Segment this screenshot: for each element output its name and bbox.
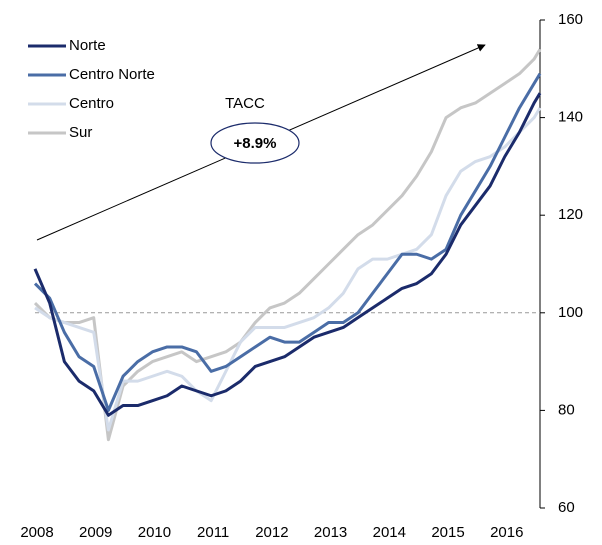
- x-tick-label: 2011: [197, 524, 229, 541]
- y-tick-label: 80: [558, 401, 575, 418]
- y-tick-label: 140: [558, 109, 583, 126]
- legend-label: Norte: [69, 37, 106, 54]
- x-tick-label: 2009: [79, 524, 112, 541]
- x-tick-label: 2016: [490, 524, 523, 541]
- x-tick-label: 2010: [138, 524, 171, 541]
- series-line: [33, 48, 542, 442]
- series-line: [33, 72, 542, 412]
- legend-label: Centro: [69, 95, 114, 112]
- annotation: TACC: [225, 95, 265, 112]
- legend-label: Centro Norte: [69, 66, 155, 83]
- x-tick-label: 2013: [314, 524, 347, 541]
- y-tick-label: 120: [558, 206, 583, 223]
- x-tick-label: 2008: [20, 524, 53, 541]
- annotation: +8.9%: [234, 135, 277, 152]
- series-line: [34, 107, 542, 432]
- annotation-ellipse: [210, 122, 300, 164]
- x-tick-label: 2012: [255, 524, 288, 541]
- plot: 60 80 100 120 140 160 2008 2009 2010 2011 2012 2013…: [20, 11, 583, 541]
- legend-label: Sur: [69, 124, 92, 141]
- x-tick-label: 2014: [373, 524, 406, 541]
- series-line: [33, 92, 542, 417]
- x-tick-label: 2015: [431, 524, 464, 541]
- y-tick-label: 60: [558, 499, 575, 516]
- y-tick-label: 160: [558, 11, 583, 28]
- y-tick-label: 100: [558, 304, 583, 321]
